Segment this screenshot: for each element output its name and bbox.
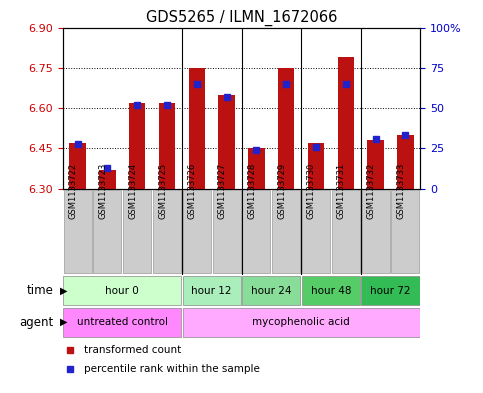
Text: GSM1133731: GSM1133731 [337, 163, 346, 219]
Text: GSM1133722: GSM1133722 [69, 163, 78, 219]
Bar [189, 68, 205, 189]
Text: GSM1133724: GSM1133724 [128, 163, 137, 219]
Text: percentile rank within the sample: percentile rank within the sample [84, 364, 260, 375]
FancyBboxPatch shape [153, 190, 181, 274]
Bar [129, 103, 145, 189]
Text: GSM1133729: GSM1133729 [277, 163, 286, 219]
Bar [99, 170, 115, 189]
Bar [397, 135, 413, 189]
FancyBboxPatch shape [63, 308, 181, 337]
Text: GSM1133723: GSM1133723 [99, 163, 108, 219]
Text: mycophenolic acid: mycophenolic acid [252, 317, 350, 327]
Bar [248, 149, 265, 189]
FancyBboxPatch shape [183, 190, 211, 274]
FancyBboxPatch shape [213, 190, 241, 274]
Text: GSM1133726: GSM1133726 [188, 163, 197, 219]
Text: untreated control: untreated control [77, 317, 168, 327]
FancyBboxPatch shape [362, 190, 389, 274]
FancyBboxPatch shape [272, 190, 300, 274]
FancyBboxPatch shape [123, 190, 151, 274]
Bar [218, 95, 235, 189]
FancyBboxPatch shape [63, 276, 181, 305]
Text: time: time [26, 284, 53, 298]
Text: hour 48: hour 48 [311, 286, 351, 296]
Text: hour 24: hour 24 [251, 286, 292, 296]
Bar [338, 57, 354, 189]
FancyBboxPatch shape [332, 190, 360, 274]
Text: GSM1133727: GSM1133727 [218, 163, 227, 219]
Bar [278, 68, 294, 189]
FancyBboxPatch shape [391, 190, 419, 274]
Bar [159, 103, 175, 189]
Text: ▶: ▶ [60, 286, 68, 296]
Text: hour 72: hour 72 [370, 286, 411, 296]
Text: transformed count: transformed count [84, 345, 182, 355]
FancyBboxPatch shape [94, 190, 121, 274]
Text: agent: agent [19, 316, 53, 329]
FancyBboxPatch shape [242, 190, 270, 274]
Text: GSM1133733: GSM1133733 [397, 163, 405, 219]
FancyBboxPatch shape [361, 276, 420, 305]
Bar [308, 143, 324, 189]
FancyBboxPatch shape [64, 190, 92, 274]
Bar [70, 143, 86, 189]
Title: GDS5265 / ILMN_1672066: GDS5265 / ILMN_1672066 [146, 10, 337, 26]
FancyBboxPatch shape [183, 276, 241, 305]
Text: GSM1133728: GSM1133728 [247, 163, 256, 219]
Text: GSM1133725: GSM1133725 [158, 163, 167, 219]
FancyBboxPatch shape [302, 190, 330, 274]
Text: hour 0: hour 0 [105, 286, 139, 296]
Text: GSM1133730: GSM1133730 [307, 163, 316, 219]
FancyBboxPatch shape [183, 308, 420, 337]
Text: hour 12: hour 12 [191, 286, 232, 296]
Text: GSM1133732: GSM1133732 [367, 163, 376, 219]
Text: ▶: ▶ [60, 317, 68, 327]
FancyBboxPatch shape [302, 276, 360, 305]
Bar [368, 140, 384, 189]
FancyBboxPatch shape [242, 276, 300, 305]
